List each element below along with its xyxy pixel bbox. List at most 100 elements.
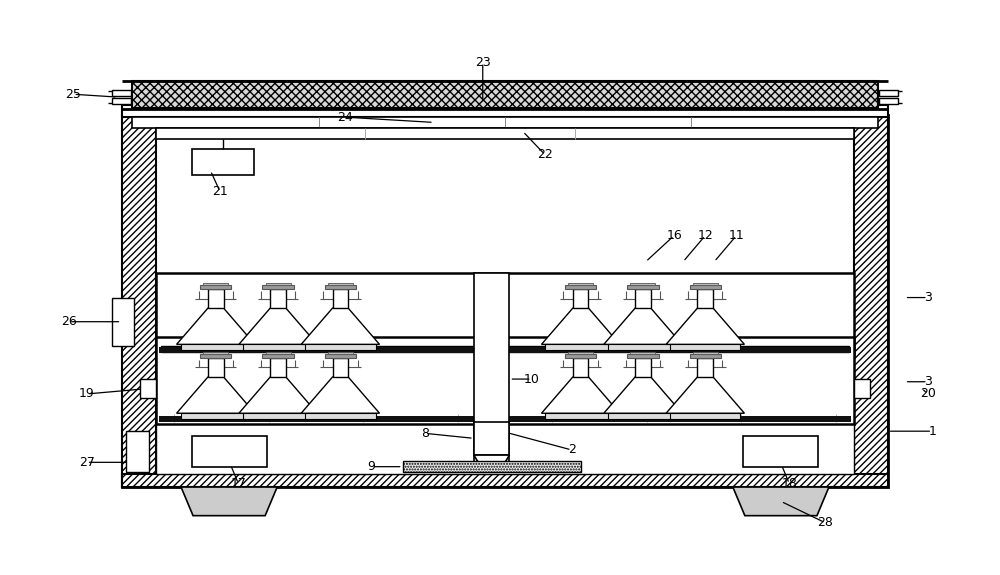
Text: 28: 28	[817, 516, 833, 530]
Bar	[333, 289, 348, 308]
Text: 8: 8	[421, 427, 429, 440]
Text: 9: 9	[368, 460, 375, 473]
Text: 24: 24	[337, 110, 353, 124]
Polygon shape	[301, 377, 380, 413]
Bar	[403, 461, 581, 472]
Bar	[156, 421, 854, 474]
Bar	[545, 344, 616, 350]
Bar	[181, 344, 251, 350]
Bar	[156, 128, 854, 140]
Bar	[630, 283, 655, 285]
Bar	[208, 358, 224, 377]
Bar	[262, 354, 294, 358]
Text: 25: 25	[65, 88, 81, 101]
Bar	[693, 283, 718, 285]
Polygon shape	[177, 377, 255, 413]
Bar	[608, 344, 678, 350]
Bar	[305, 344, 376, 350]
Text: 21: 21	[212, 186, 228, 198]
Bar	[159, 416, 851, 422]
Bar	[192, 436, 267, 467]
Bar	[854, 115, 888, 487]
Bar	[635, 358, 651, 377]
Bar	[208, 289, 224, 308]
Bar	[161, 346, 849, 352]
Bar	[122, 115, 156, 487]
Bar	[122, 105, 888, 117]
Polygon shape	[177, 308, 255, 344]
Text: 19: 19	[79, 388, 95, 400]
Polygon shape	[604, 308, 682, 344]
Bar	[140, 378, 156, 398]
Bar	[565, 285, 596, 289]
Text: 10: 10	[524, 373, 540, 386]
Bar	[266, 283, 291, 285]
Bar	[627, 354, 659, 358]
Text: 27: 27	[79, 456, 95, 469]
Text: 11: 11	[729, 229, 744, 242]
Bar	[156, 338, 854, 424]
Bar	[879, 98, 898, 104]
Bar	[266, 352, 291, 354]
Polygon shape	[666, 377, 744, 413]
Bar	[545, 413, 616, 419]
Polygon shape	[301, 308, 380, 344]
Bar	[200, 285, 231, 289]
Polygon shape	[239, 377, 317, 413]
Bar	[132, 117, 878, 128]
Bar	[565, 354, 596, 358]
Bar	[627, 285, 659, 289]
Bar	[690, 285, 721, 289]
Bar	[203, 352, 228, 354]
Text: 3: 3	[924, 291, 932, 304]
Bar	[161, 340, 849, 352]
Bar	[693, 352, 718, 354]
Bar	[305, 413, 376, 419]
Polygon shape	[733, 487, 829, 516]
Bar	[879, 90, 898, 96]
Bar	[697, 289, 713, 308]
Bar	[568, 352, 593, 354]
Text: 26: 26	[61, 315, 77, 328]
Bar	[573, 358, 588, 377]
Bar	[203, 283, 228, 285]
Bar	[262, 285, 294, 289]
Bar	[156, 273, 854, 355]
Bar	[690, 354, 721, 358]
Bar	[112, 90, 131, 96]
Text: 23: 23	[475, 56, 491, 69]
Bar	[573, 289, 588, 308]
Text: 12: 12	[697, 229, 713, 242]
Text: 16: 16	[666, 229, 682, 242]
Bar	[854, 378, 870, 398]
Polygon shape	[239, 308, 317, 344]
Bar	[670, 344, 740, 350]
Text: 20: 20	[920, 388, 936, 400]
Text: 17: 17	[231, 477, 246, 490]
Bar	[474, 421, 509, 455]
Bar	[670, 413, 740, 419]
Bar	[333, 358, 348, 377]
Text: 2: 2	[568, 443, 576, 457]
Polygon shape	[181, 487, 277, 516]
Bar	[132, 81, 878, 108]
Bar	[112, 298, 134, 346]
Text: 22: 22	[537, 148, 553, 161]
Bar	[635, 289, 651, 308]
Bar	[192, 149, 254, 175]
Bar	[200, 354, 231, 358]
Polygon shape	[541, 377, 620, 413]
Bar	[270, 358, 286, 377]
Bar	[743, 436, 818, 467]
Text: 1: 1	[928, 425, 936, 438]
Polygon shape	[604, 377, 682, 413]
Bar	[159, 347, 851, 354]
Text: 3: 3	[924, 375, 932, 388]
Polygon shape	[541, 308, 620, 344]
Bar	[325, 354, 356, 358]
Bar	[112, 98, 131, 104]
Bar	[126, 431, 149, 472]
Text: 18: 18	[781, 477, 797, 490]
Polygon shape	[474, 455, 509, 467]
Polygon shape	[666, 308, 744, 344]
